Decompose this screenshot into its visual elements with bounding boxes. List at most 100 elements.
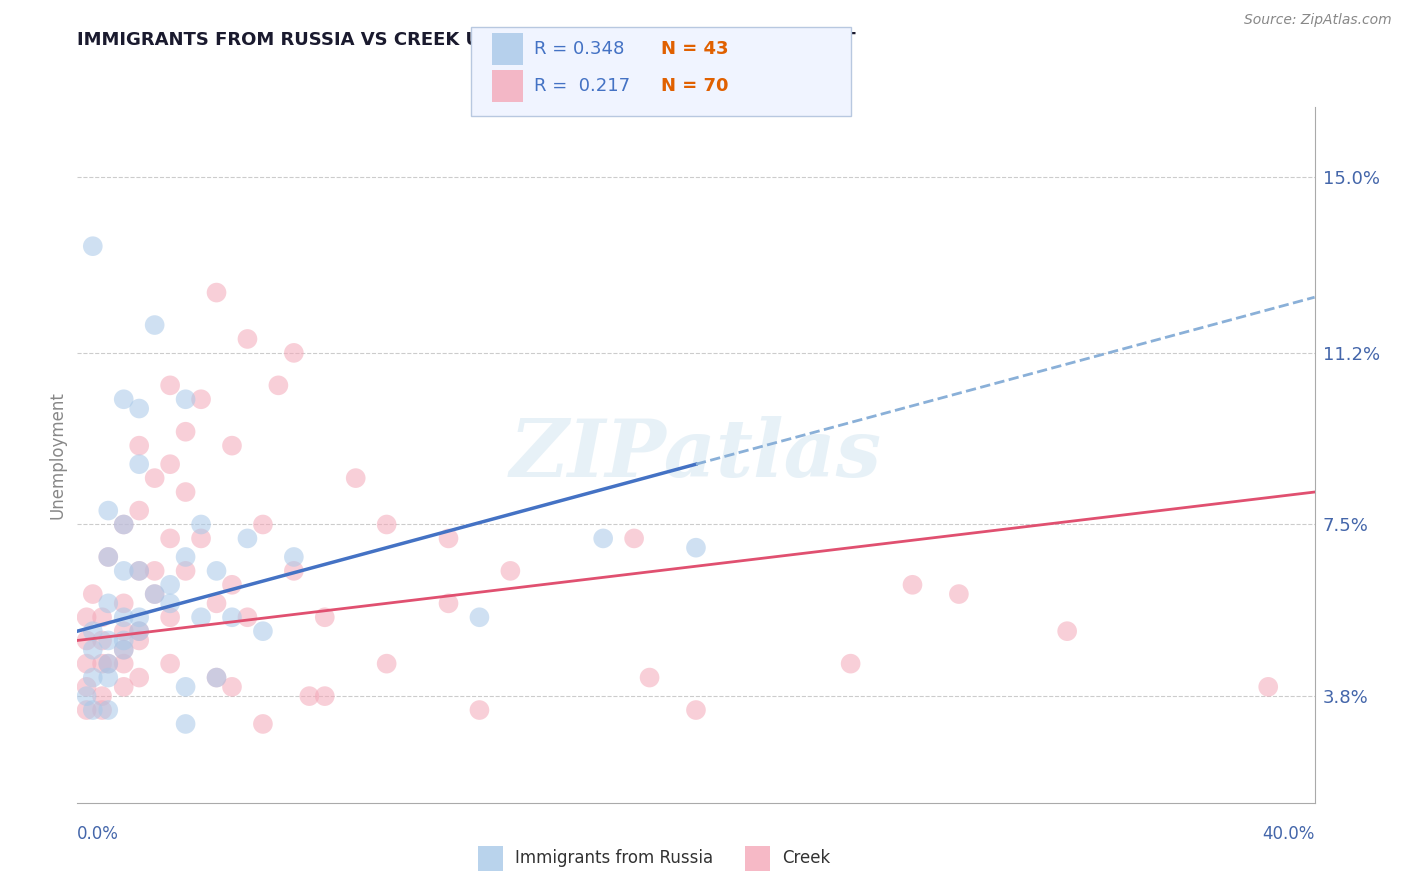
- Point: [112, 517, 135, 532]
- Text: R =  0.217: R = 0.217: [534, 77, 630, 95]
- Point: [97, 671, 120, 685]
- Text: 40.0%: 40.0%: [1263, 825, 1315, 843]
- Point: [97, 503, 120, 517]
- Point: [112, 642, 135, 657]
- Text: Source: ZipAtlas.com: Source: ZipAtlas.com: [1244, 13, 1392, 28]
- Point: [97, 596, 120, 610]
- Point: [112, 564, 135, 578]
- Point: [91, 610, 114, 624]
- Point: [97, 633, 120, 648]
- Text: R = 0.348: R = 0.348: [534, 40, 624, 58]
- Point: [592, 532, 614, 546]
- Point: [174, 549, 197, 564]
- Point: [82, 642, 104, 657]
- Point: [76, 633, 98, 648]
- Point: [159, 532, 181, 546]
- Point: [267, 378, 290, 392]
- Point: [112, 610, 135, 624]
- Point: [159, 457, 181, 471]
- Point: [97, 703, 120, 717]
- Point: [91, 657, 114, 671]
- Point: [298, 689, 321, 703]
- Y-axis label: Unemployment: Unemployment: [48, 391, 66, 519]
- Point: [190, 517, 212, 532]
- Point: [82, 703, 104, 717]
- Point: [252, 717, 274, 731]
- Point: [174, 485, 197, 500]
- Point: [314, 689, 336, 703]
- Point: [344, 471, 367, 485]
- Point: [236, 610, 259, 624]
- Point: [174, 425, 197, 439]
- Point: [221, 578, 243, 592]
- Point: [314, 610, 336, 624]
- Text: N = 43: N = 43: [661, 40, 728, 58]
- Point: [174, 717, 197, 731]
- Point: [205, 671, 228, 685]
- Point: [128, 439, 150, 453]
- Point: [499, 564, 522, 578]
- Point: [1257, 680, 1279, 694]
- Point: [143, 587, 166, 601]
- Point: [375, 657, 398, 671]
- Point: [205, 596, 228, 610]
- Text: Creek: Creek: [782, 849, 830, 867]
- Text: Immigrants from Russia: Immigrants from Russia: [515, 849, 713, 867]
- Point: [437, 596, 460, 610]
- Point: [190, 610, 212, 624]
- Point: [437, 532, 460, 546]
- Point: [128, 624, 150, 639]
- Point: [174, 680, 197, 694]
- Point: [76, 689, 98, 703]
- Point: [283, 346, 305, 360]
- Point: [190, 392, 212, 407]
- Point: [1056, 624, 1078, 639]
- Point: [76, 680, 98, 694]
- Point: [252, 624, 274, 639]
- Point: [839, 657, 862, 671]
- Point: [375, 517, 398, 532]
- Point: [205, 564, 228, 578]
- Point: [76, 657, 98, 671]
- Point: [174, 564, 197, 578]
- Text: IMMIGRANTS FROM RUSSIA VS CREEK UNEMPLOYMENT CORRELATION CHART: IMMIGRANTS FROM RUSSIA VS CREEK UNEMPLOY…: [77, 31, 856, 49]
- Point: [468, 703, 491, 717]
- Point: [174, 392, 197, 407]
- Point: [685, 703, 707, 717]
- Point: [283, 564, 305, 578]
- Point: [623, 532, 645, 546]
- Point: [221, 439, 243, 453]
- Point: [112, 517, 135, 532]
- Point: [128, 457, 150, 471]
- Point: [236, 532, 259, 546]
- Point: [91, 633, 114, 648]
- Point: [112, 596, 135, 610]
- Point: [112, 657, 135, 671]
- Point: [901, 578, 924, 592]
- Text: N = 70: N = 70: [661, 77, 728, 95]
- Point: [128, 624, 150, 639]
- Point: [221, 680, 243, 694]
- Point: [128, 564, 150, 578]
- Point: [91, 703, 114, 717]
- Point: [190, 532, 212, 546]
- Point: [112, 642, 135, 657]
- Point: [112, 633, 135, 648]
- Point: [128, 610, 150, 624]
- Point: [128, 401, 150, 416]
- Point: [97, 549, 120, 564]
- Point: [128, 633, 150, 648]
- Point: [159, 657, 181, 671]
- Point: [82, 587, 104, 601]
- Point: [143, 471, 166, 485]
- Point: [283, 549, 305, 564]
- Point: [685, 541, 707, 555]
- Point: [205, 671, 228, 685]
- Point: [236, 332, 259, 346]
- Point: [97, 657, 120, 671]
- Point: [76, 703, 98, 717]
- Point: [638, 671, 661, 685]
- Point: [159, 378, 181, 392]
- Point: [128, 671, 150, 685]
- Point: [143, 318, 166, 332]
